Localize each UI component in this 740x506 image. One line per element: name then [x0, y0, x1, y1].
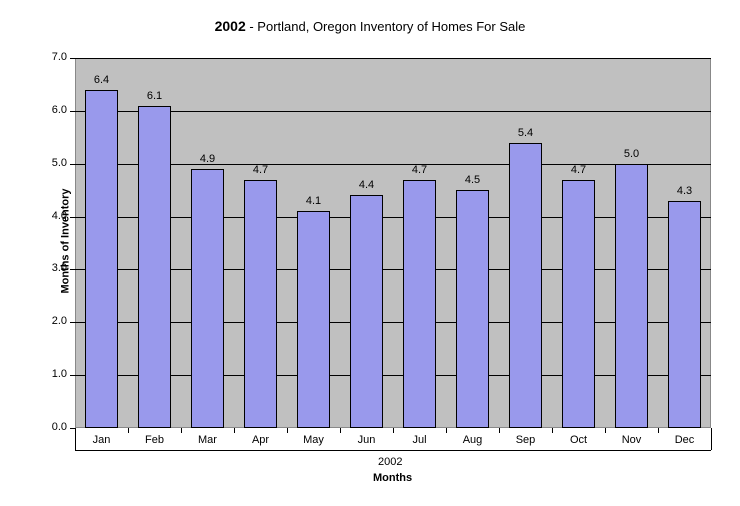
x-tick-mark	[340, 428, 341, 433]
bar-value-label: 5.4	[506, 127, 546, 139]
x-tick-mark	[658, 428, 659, 433]
x-tick-mark	[446, 428, 447, 433]
x-tick-label: Oct	[559, 434, 599, 446]
x-tick-label: Apr	[241, 434, 281, 446]
bar-value-label: 4.5	[453, 174, 493, 186]
bar-value-label: 6.1	[135, 90, 175, 102]
x-tick-mark	[393, 428, 394, 433]
bar-value-label: 4.7	[241, 164, 281, 176]
y-tick-label: 4.0	[45, 210, 67, 222]
bar	[668, 201, 701, 428]
bar	[509, 143, 542, 428]
x-axis-label: Months	[373, 472, 412, 484]
x-tick-label: Dec	[665, 434, 705, 446]
bar-value-label: 4.4	[347, 179, 387, 191]
x-tick-mark	[499, 428, 500, 433]
bar-value-label: 6.4	[82, 74, 122, 86]
bar-value-label: 4.9	[188, 153, 228, 165]
bar	[350, 195, 383, 428]
y-tick-mark	[70, 164, 75, 165]
bar	[615, 164, 648, 428]
bar-value-label: 4.3	[665, 185, 705, 197]
y-axis-label: Months of Inventory	[60, 188, 72, 293]
x-tick-mark	[181, 428, 182, 433]
x-tick-label: Nov	[612, 434, 652, 446]
y-tick-label: 0.0	[45, 421, 67, 433]
y-tick-label: 3.0	[45, 262, 67, 274]
x-tick-mark	[287, 428, 288, 433]
bar	[456, 190, 489, 428]
bar-value-label: 4.7	[559, 164, 599, 176]
x-tick-mark	[234, 428, 235, 433]
y-tick-label: 7.0	[45, 51, 67, 63]
bar-value-label: 4.1	[294, 195, 334, 207]
chart-title: 2002 - Portland, Oregon Inventory of Hom…	[0, 0, 740, 34]
x-axis-sublabel: 2002	[378, 456, 402, 468]
bar-value-label: 4.7	[400, 164, 440, 176]
title-rest: - Portland, Oregon Inventory of Homes Fo…	[246, 19, 526, 34]
y-tick-mark	[70, 217, 75, 218]
x-tick-label: Aug	[453, 434, 493, 446]
x-tick-label: May	[294, 434, 334, 446]
gridline	[75, 58, 711, 59]
bar	[138, 106, 171, 428]
x-tick-mark	[605, 428, 606, 433]
y-tick-mark	[70, 269, 75, 270]
x-tick-label: Sep	[506, 434, 546, 446]
bar-value-label: 5.0	[612, 148, 652, 160]
bar	[297, 211, 330, 428]
y-tick-label: 1.0	[45, 368, 67, 380]
x-axis-box-line	[75, 450, 711, 451]
y-tick-mark	[70, 111, 75, 112]
x-axis-box-side	[711, 428, 712, 450]
x-tick-mark	[128, 428, 129, 433]
bar	[244, 180, 277, 428]
y-tick-label: 5.0	[45, 157, 67, 169]
chart-container: 2002 - Portland, Oregon Inventory of Hom…	[0, 0, 740, 506]
bar	[403, 180, 436, 428]
x-tick-label: Jan	[82, 434, 122, 446]
x-tick-label: Jun	[347, 434, 387, 446]
x-tick-label: Feb	[135, 434, 175, 446]
bar	[562, 180, 595, 428]
y-tick-mark	[70, 322, 75, 323]
bar	[191, 169, 224, 428]
y-tick-label: 2.0	[45, 315, 67, 327]
y-tick-mark	[70, 58, 75, 59]
x-tick-mark	[552, 428, 553, 433]
x-tick-label: Mar	[188, 434, 228, 446]
y-tick-mark	[70, 375, 75, 376]
x-axis-box-side	[75, 428, 76, 450]
y-tick-label: 6.0	[45, 104, 67, 116]
title-year: 2002	[215, 18, 246, 34]
bar	[85, 90, 118, 428]
x-tick-label: Jul	[400, 434, 440, 446]
